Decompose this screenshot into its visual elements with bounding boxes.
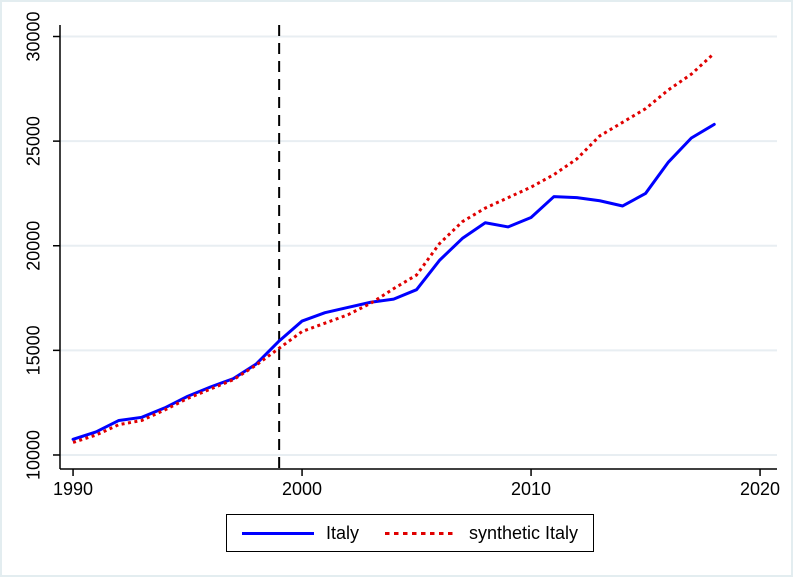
y-tick-label-30000: 30000: [24, 11, 44, 61]
legend-solid-line-sample: [241, 531, 314, 535]
legend-label: Italy: [325, 522, 359, 543]
legend-item-synthetic-Italy: synthetic Italy: [384, 522, 579, 544]
legend-item-Italy: Italy: [241, 522, 359, 544]
legend-dotted-line-sample: [384, 531, 457, 535]
chart-legend: Italy synthetic Italy: [226, 514, 594, 552]
y-tick-label-10000: 10000: [24, 430, 44, 480]
legend-label: synthetic Italy: [468, 522, 579, 543]
y-tick-label-25000: 25000: [24, 116, 44, 166]
line-chart-plot-area: 10000 15000 20000 25000 30000 1990 2000 2010 202…: [24, 11, 780, 499]
x-tick-label-2020: 2020: [740, 479, 780, 499]
x-tick-label-2000: 2000: [282, 479, 322, 499]
series-line-synthetic-Italy: [72, 52, 716, 444]
x-tick-label-1990: 1990: [53, 479, 93, 499]
series-line-Italy: [71, 122, 716, 441]
x-tick-label-2010: 2010: [511, 479, 551, 499]
y-tick-label-20000: 20000: [24, 221, 44, 271]
y-tick-label-15000: 15000: [24, 325, 44, 375]
